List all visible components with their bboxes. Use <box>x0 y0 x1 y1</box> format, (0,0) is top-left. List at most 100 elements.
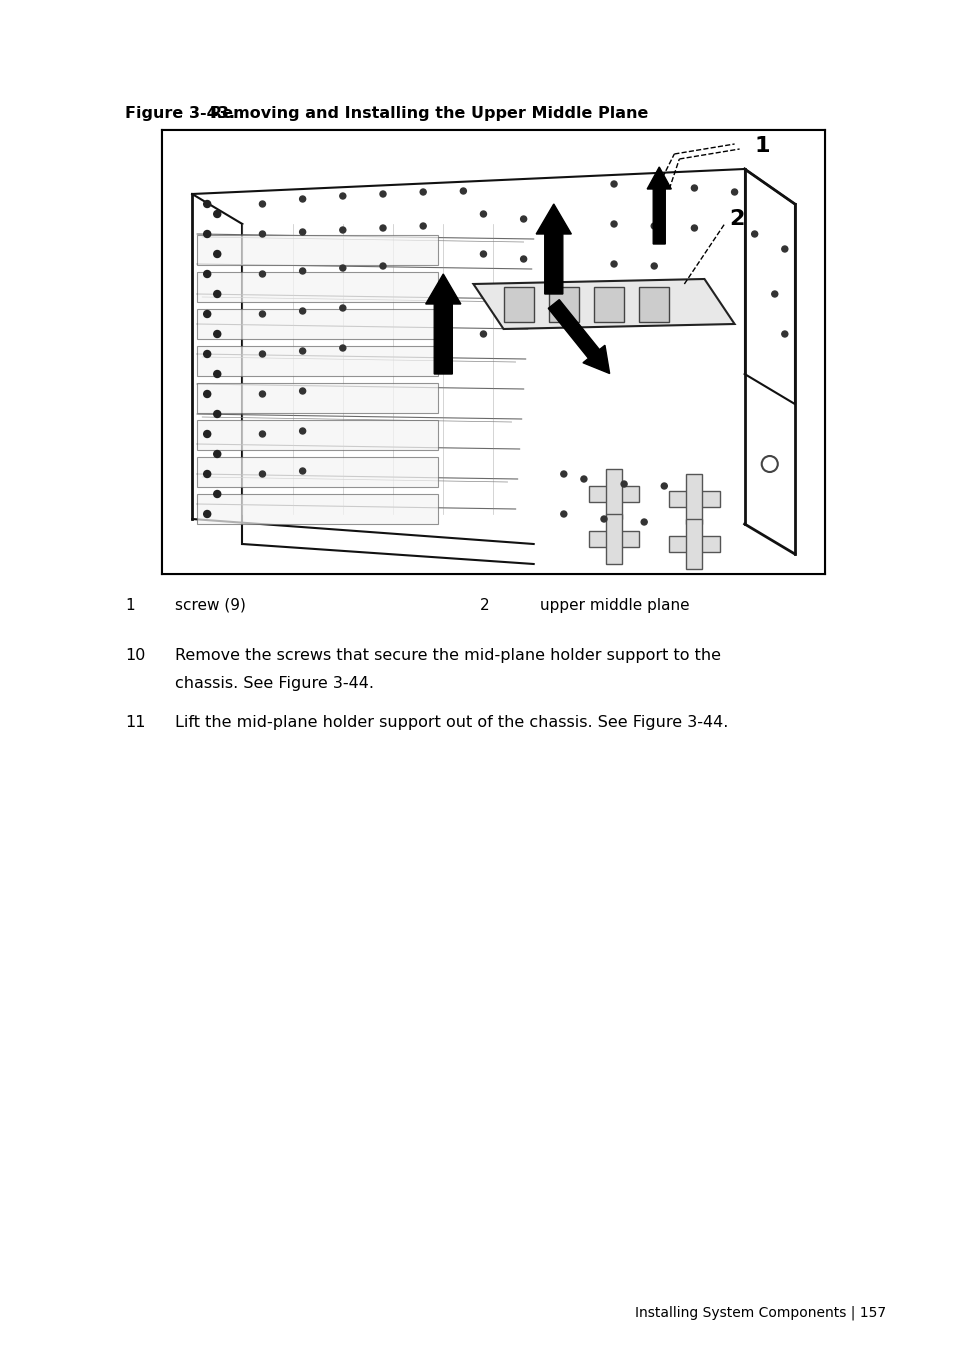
Bar <box>605 468 621 519</box>
Text: Lift the mid-plane holder support out of the chassis. See Figure 3-44.: Lift the mid-plane holder support out of… <box>174 715 727 730</box>
Circle shape <box>781 330 787 337</box>
Bar <box>588 531 639 547</box>
FancyArrow shape <box>536 204 571 294</box>
Circle shape <box>259 471 265 477</box>
Circle shape <box>299 468 305 474</box>
Circle shape <box>213 451 220 458</box>
Text: 2: 2 <box>479 598 489 613</box>
Circle shape <box>691 225 697 232</box>
Circle shape <box>259 271 265 278</box>
Circle shape <box>213 410 220 417</box>
Circle shape <box>640 519 646 525</box>
Circle shape <box>213 371 220 378</box>
Bar <box>639 287 669 322</box>
Circle shape <box>480 291 486 297</box>
Circle shape <box>204 200 211 207</box>
Circle shape <box>610 181 617 187</box>
Bar <box>162 130 824 574</box>
Circle shape <box>259 391 265 397</box>
Bar <box>197 309 437 338</box>
Bar <box>197 383 437 413</box>
Bar <box>685 519 701 569</box>
Text: 11: 11 <box>125 715 146 730</box>
Bar <box>685 474 701 524</box>
Circle shape <box>610 261 617 267</box>
FancyArrow shape <box>646 167 671 244</box>
Circle shape <box>379 191 386 196</box>
Circle shape <box>480 211 486 217</box>
Circle shape <box>620 481 626 487</box>
Bar <box>197 272 437 302</box>
Circle shape <box>751 232 757 237</box>
Circle shape <box>460 188 466 194</box>
Circle shape <box>204 390 211 398</box>
Text: 1: 1 <box>125 598 134 613</box>
Circle shape <box>204 230 211 237</box>
Bar <box>548 287 578 322</box>
Bar <box>197 494 437 524</box>
Circle shape <box>339 345 346 351</box>
Bar <box>594 287 623 322</box>
Circle shape <box>580 477 586 482</box>
Circle shape <box>259 431 265 437</box>
Circle shape <box>299 268 305 274</box>
Circle shape <box>204 351 211 357</box>
Text: upper middle plane: upper middle plane <box>539 598 689 613</box>
Bar <box>197 458 437 487</box>
Circle shape <box>610 301 617 307</box>
Circle shape <box>600 516 606 523</box>
Bar <box>605 515 621 565</box>
Text: Figure 3-43.: Figure 3-43. <box>125 106 234 121</box>
Circle shape <box>299 307 305 314</box>
Circle shape <box>204 510 211 517</box>
Circle shape <box>259 311 265 317</box>
Text: Installing System Components | 157: Installing System Components | 157 <box>634 1305 885 1320</box>
Circle shape <box>691 185 697 191</box>
Circle shape <box>339 227 346 233</box>
FancyArrow shape <box>425 274 460 374</box>
Circle shape <box>339 194 346 199</box>
Circle shape <box>259 232 265 237</box>
Circle shape <box>480 250 486 257</box>
Circle shape <box>213 210 220 218</box>
Circle shape <box>379 263 386 269</box>
FancyArrow shape <box>548 299 609 374</box>
Circle shape <box>204 271 211 278</box>
Circle shape <box>651 263 657 269</box>
Circle shape <box>520 297 526 302</box>
Bar <box>197 347 437 376</box>
Circle shape <box>213 330 220 337</box>
Circle shape <box>480 330 486 337</box>
Circle shape <box>339 305 346 311</box>
Text: Remove the screws that secure the mid-plane holder support to the: Remove the screws that secure the mid-pl… <box>174 649 720 663</box>
Circle shape <box>259 351 265 357</box>
Circle shape <box>651 183 657 190</box>
Circle shape <box>204 431 211 437</box>
Circle shape <box>213 250 220 257</box>
Circle shape <box>651 223 657 229</box>
Circle shape <box>299 229 305 236</box>
Circle shape <box>299 196 305 202</box>
Circle shape <box>520 217 526 222</box>
Bar <box>588 486 639 502</box>
Circle shape <box>520 256 526 263</box>
Circle shape <box>610 221 617 227</box>
Circle shape <box>731 190 737 195</box>
Circle shape <box>419 190 426 195</box>
Text: 1: 1 <box>754 135 769 156</box>
Circle shape <box>419 223 426 229</box>
Bar <box>197 236 437 265</box>
Circle shape <box>339 265 346 271</box>
Circle shape <box>379 225 386 232</box>
Bar <box>197 420 437 450</box>
Circle shape <box>651 303 657 309</box>
Circle shape <box>560 510 566 517</box>
Circle shape <box>299 428 305 435</box>
Circle shape <box>560 471 566 477</box>
Circle shape <box>771 291 777 297</box>
Text: screw (9): screw (9) <box>174 598 246 613</box>
Circle shape <box>204 310 211 317</box>
Circle shape <box>259 200 265 207</box>
Circle shape <box>204 470 211 478</box>
Circle shape <box>299 348 305 353</box>
